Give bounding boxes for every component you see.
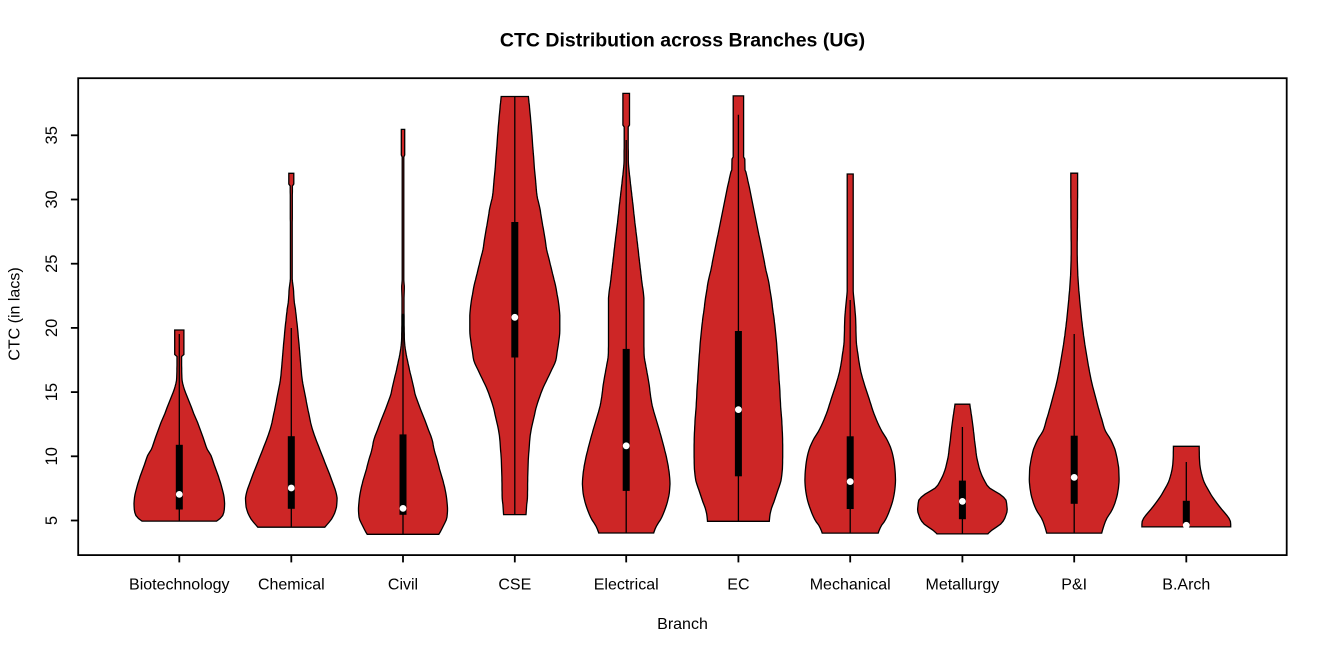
svg-text:Electrical: Electrical xyxy=(594,577,659,594)
svg-text:B.Arch: B.Arch xyxy=(1162,577,1210,594)
svg-text:10: 10 xyxy=(43,447,61,465)
svg-text:30: 30 xyxy=(43,190,61,208)
svg-text:P&I: P&I xyxy=(1061,577,1087,594)
svg-text:20: 20 xyxy=(43,319,61,337)
svg-text:25: 25 xyxy=(43,255,61,273)
svg-text:Metallurgy: Metallurgy xyxy=(925,577,999,594)
svg-text:EC: EC xyxy=(727,577,749,594)
svg-text:Biotechnology: Biotechnology xyxy=(129,577,230,594)
svg-text:Civil: Civil xyxy=(388,577,418,594)
svg-text:CTC (in lacs): CTC (in lacs) xyxy=(7,267,24,360)
svg-text:35: 35 xyxy=(43,126,61,144)
svg-text:Mechanical: Mechanical xyxy=(810,577,891,594)
svg-text:Branch: Branch xyxy=(657,616,708,633)
svg-text:CSE: CSE xyxy=(498,577,531,594)
svg-text:CTC Distribution across Branch: CTC Distribution across Branches (UG) xyxy=(500,30,865,52)
svg-text:15: 15 xyxy=(43,383,61,401)
svg-text:5: 5 xyxy=(43,516,61,525)
svg-text:Chemical: Chemical xyxy=(258,577,325,594)
